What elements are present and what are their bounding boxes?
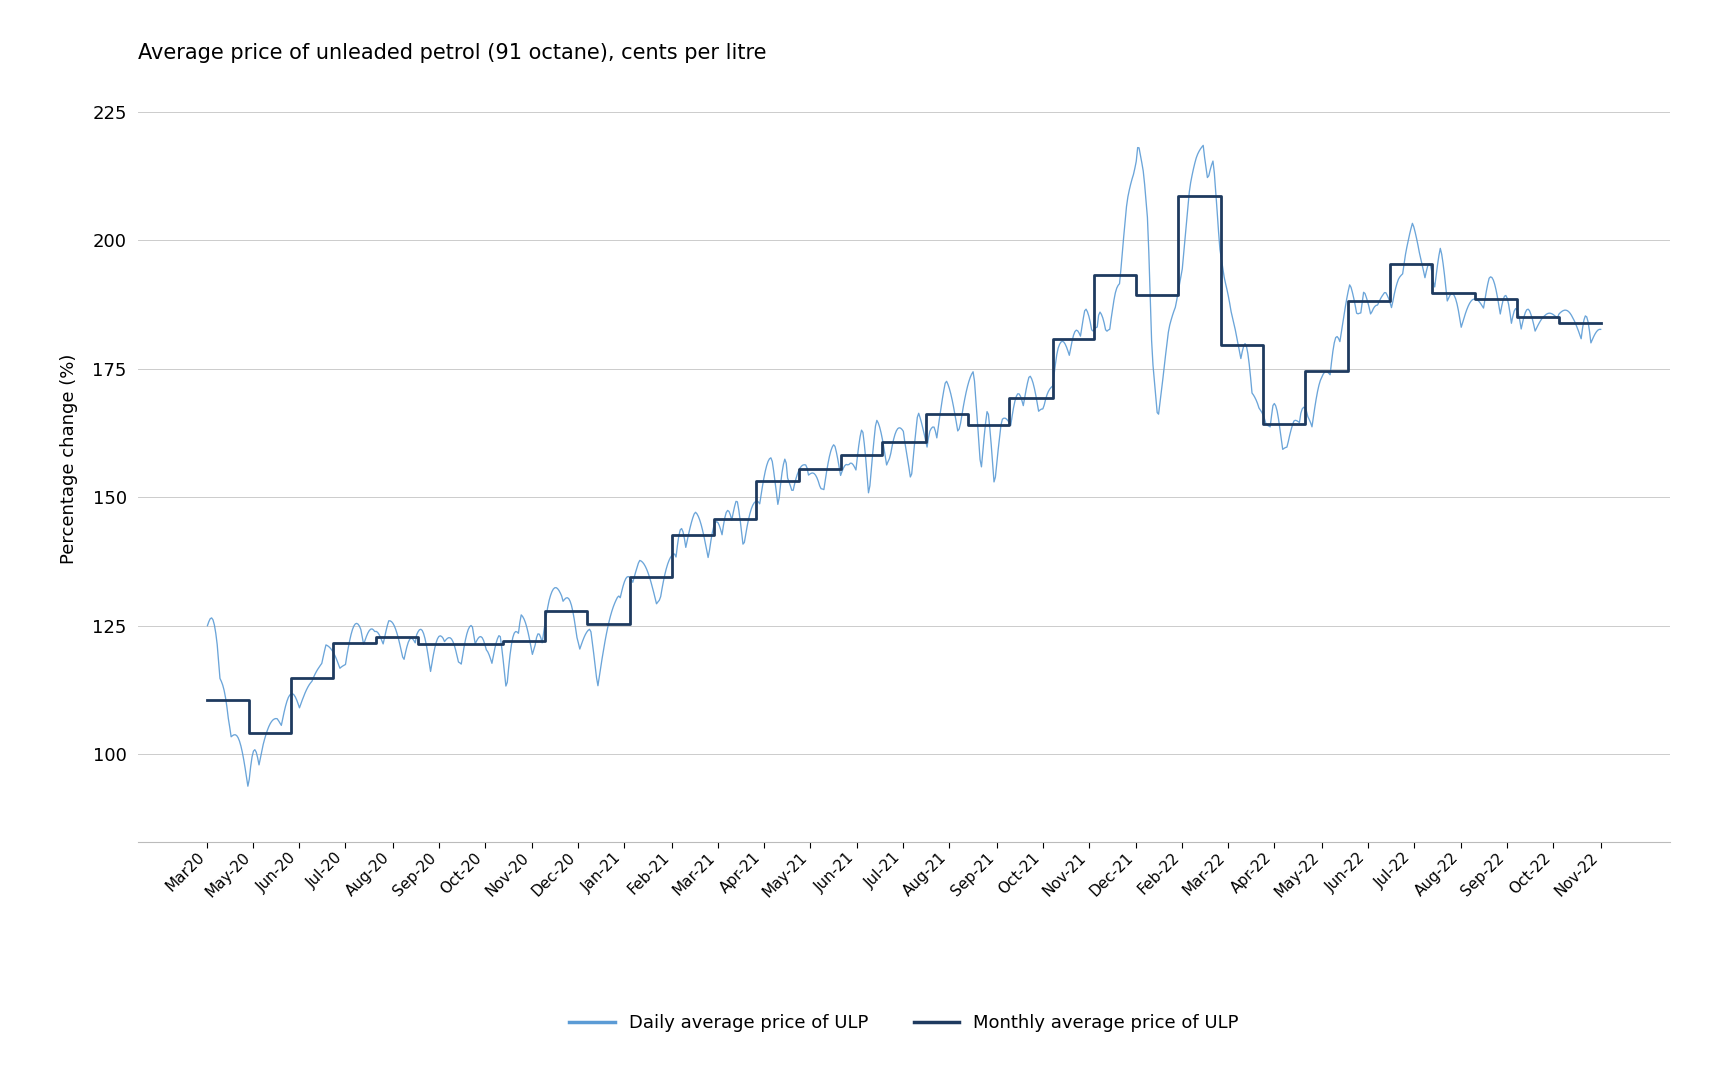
Text: Average price of unleaded petrol (91 octane), cents per litre: Average price of unleaded petrol (91 oct… [138, 43, 766, 63]
Legend: Daily average price of ULP, Monthly average price of ULP: Daily average price of ULP, Monthly aver… [563, 1007, 1245, 1039]
Y-axis label: Percentage change (%): Percentage change (%) [60, 354, 77, 563]
